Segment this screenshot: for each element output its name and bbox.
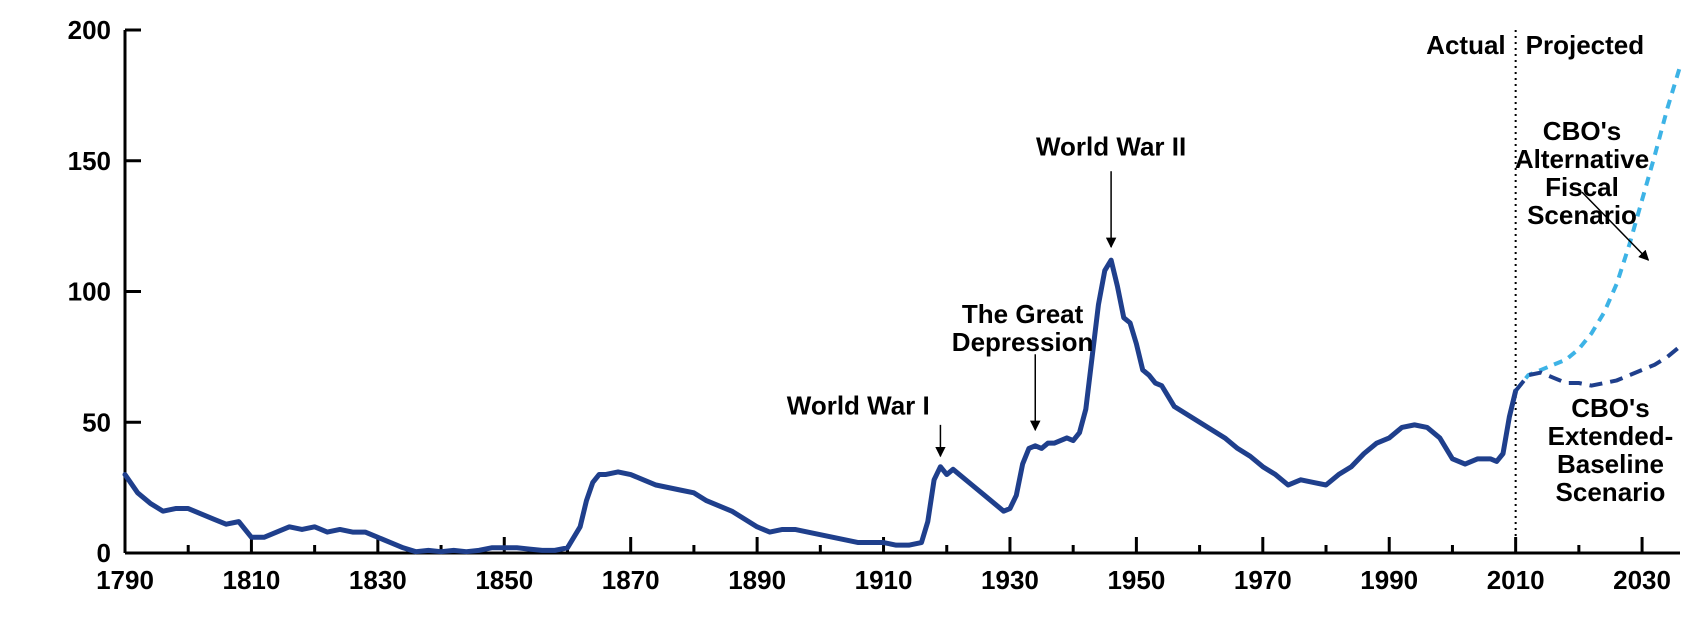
x-tick-label: 1790 [96,565,154,595]
debt-history-chart: 0 50 100 150 200 1790 1810 1830 1850 1870 1890 1910… [0,0,1700,620]
x-tick-label: 1850 [475,565,533,595]
y-tick-label: 50 [82,407,111,437]
label-baseline: Baseline [1557,449,1664,479]
label-alternative: CBO's [1543,116,1621,146]
x-tick-label: 2010 [1487,565,1545,595]
x-tick-label: 1990 [1360,565,1418,595]
x-tick-label: 1830 [349,565,407,595]
x-tick-label: 1870 [602,565,660,595]
x-tick-label: 1890 [728,565,786,595]
x-tick-label: 1910 [855,565,913,595]
y-tick-label: 100 [68,277,111,307]
y-tick-label: 200 [68,15,111,45]
y-tick-label: 150 [68,146,111,176]
x-tick-label: 2030 [1613,565,1671,595]
label-baseline: Extended- [1548,421,1674,451]
annotation-depression: Depression [952,327,1094,357]
y-tick-label: 0 [97,538,111,568]
label-alternative: Scenario [1527,200,1637,230]
x-tick-label: 1930 [981,565,1039,595]
label-baseline: CBO's [1571,393,1649,423]
x-tick-label: 1810 [223,565,281,595]
x-tick-label: 1950 [1107,565,1165,595]
annotation-ww2: World War II [1036,132,1186,162]
annotation-depression: The Great [962,299,1084,329]
label-alternative: Fiscal [1545,172,1619,202]
divider-label-projected: Projected [1526,30,1645,60]
divider-label-actual: Actual [1426,30,1505,60]
label-baseline: Scenario [1556,477,1666,507]
x-tick-label: 1970 [1234,565,1292,595]
annotation-ww1: World War I [787,390,930,420]
label-alternative: Alternative [1515,144,1649,174]
